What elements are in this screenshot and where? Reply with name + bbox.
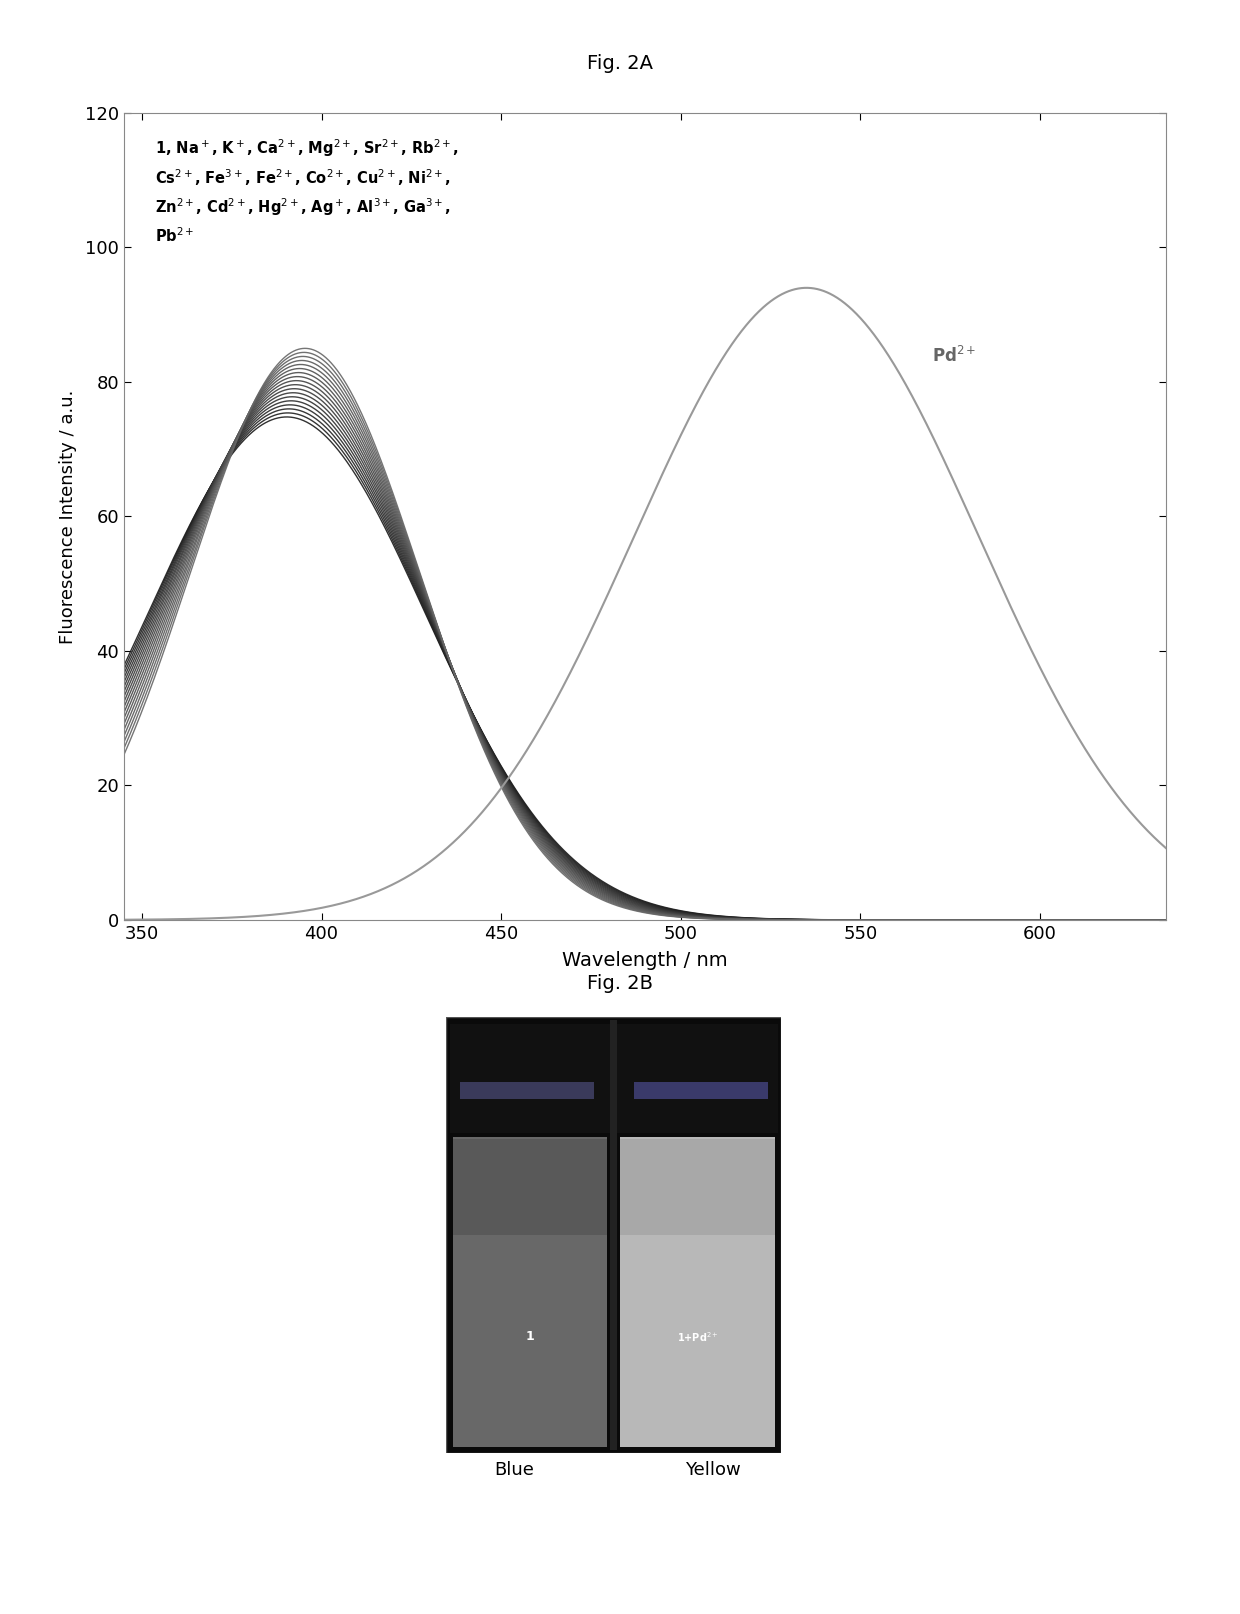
Bar: [460, 1081, 594, 1099]
Y-axis label: Fluorescence Intensity / a.u.: Fluorescence Intensity / a.u.: [58, 389, 77, 644]
Text: 1+Pd$^{2+}$: 1+Pd$^{2+}$: [677, 1330, 718, 1344]
Bar: [634, 1081, 768, 1099]
Bar: [620, 1136, 775, 1448]
Bar: [450, 1023, 777, 1133]
Text: Yellow: Yellow: [686, 1461, 740, 1478]
Bar: [453, 1139, 608, 1235]
Text: 1: 1: [526, 1330, 534, 1343]
Text: 1, Na$^+$, K$^+$, Ca$^{2+}$, Mg$^{2+}$, Sr$^{2+}$, Rb$^{2+}$,
Cs$^{2+}$, Fe$^{3+: 1, Na$^+$, K$^+$, Ca$^{2+}$, Mg$^{2+}$, …: [155, 137, 459, 245]
Text: Blue: Blue: [495, 1461, 534, 1478]
Bar: [453, 1136, 608, 1448]
Text: Pd$^{2+}$: Pd$^{2+}$: [932, 345, 977, 366]
X-axis label: Wavelength / nm: Wavelength / nm: [562, 951, 728, 970]
Text: Fig. 2B: Fig. 2B: [587, 973, 653, 993]
Bar: [610, 1020, 618, 1449]
Text: Fig. 2A: Fig. 2A: [587, 53, 653, 73]
Bar: [620, 1139, 775, 1235]
